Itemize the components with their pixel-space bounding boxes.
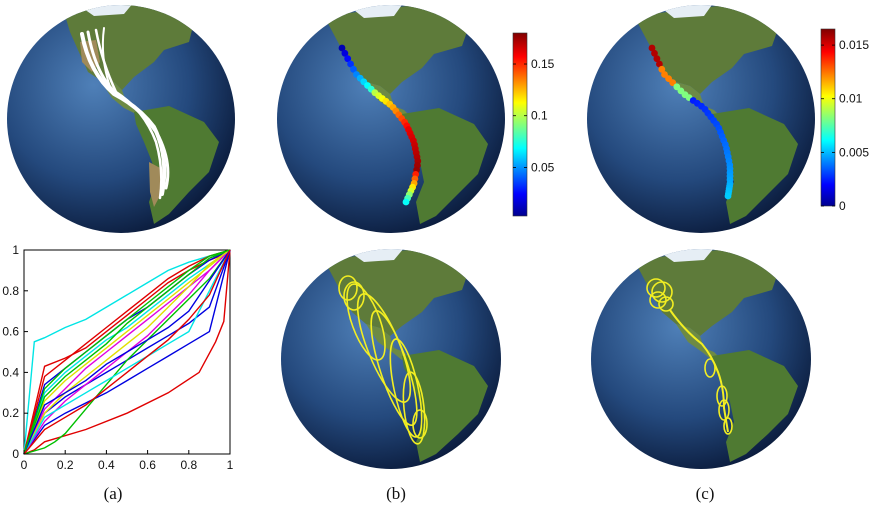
uncertainty-ellipses xyxy=(646,278,733,435)
globe-c-top-svg xyxy=(587,5,815,233)
x-tick-label: 0.6 xyxy=(139,458,156,472)
colorbar-b-ticks: 0.15 0.1 0.05 xyxy=(513,57,555,174)
colorbar-tick-label: 0.15 xyxy=(531,57,555,71)
caption-a: (a) xyxy=(103,484,123,503)
y-tick-label: 1 xyxy=(12,243,19,257)
series-line-8 xyxy=(23,249,231,455)
series-line-2 xyxy=(23,249,231,455)
white-trajectories xyxy=(80,27,170,200)
trajectory-dot xyxy=(347,60,354,68)
x-ticks: 0 0.2 0.4 0.6 0.8 1 xyxy=(21,450,234,472)
series-line-7 xyxy=(23,249,231,455)
colorbar-c-ticks: 0.015 0.01 0.005 0 xyxy=(821,38,869,213)
colorbar-c-gradient xyxy=(820,28,836,207)
trajectory-dot xyxy=(341,49,349,57)
series-line-13 xyxy=(23,249,231,455)
y-tick-label: 0.2 xyxy=(2,406,19,420)
trajectory-dot xyxy=(338,44,346,52)
series-line-17 xyxy=(23,249,231,455)
colorbar-b-svg: 0.15 0.1 0.05 xyxy=(512,32,555,217)
series-line-11 xyxy=(23,249,231,455)
colored-trajectory xyxy=(338,44,422,206)
colorbar-b: 0.15 0.1 0.05 xyxy=(505,28,565,223)
chart-a-svg: 0 0.2 0.4 0.6 0.8 1 0 0.2 0.4 0.6 0.8 1 xyxy=(2,243,234,472)
colorbar-c: 0.015 0.01 0.005 0 xyxy=(815,24,871,214)
globe-c-bottom xyxy=(584,248,818,470)
colorbar-tick-label: 0 xyxy=(839,199,846,213)
y-tick-label: 0.8 xyxy=(2,284,19,298)
colorbar-c-svg: 0.015 0.01 0.005 0 xyxy=(820,28,869,213)
globe-b-top xyxy=(274,2,508,236)
globe-c-bottom-svg xyxy=(591,249,811,469)
y-tick-label: 0 xyxy=(12,447,19,461)
trajectory-dot xyxy=(648,44,656,52)
series-line-14 xyxy=(23,249,231,455)
x-tick-label: 0.4 xyxy=(98,458,115,472)
series-line-3 xyxy=(23,249,231,455)
y-tick-label: 0.4 xyxy=(2,365,19,379)
globe-c-top xyxy=(584,2,818,236)
globe-a-top xyxy=(4,2,238,236)
x-tick-label: 0.2 xyxy=(57,458,74,472)
series-line-6 xyxy=(23,249,231,455)
trajectory-dot xyxy=(656,60,663,68)
globe-b-top-svg xyxy=(277,5,505,233)
x-tick-label: 1 xyxy=(227,458,234,472)
lines-layer xyxy=(23,249,231,455)
y-tick-label: 0.6 xyxy=(2,325,19,339)
y-ticks: 0 0.2 0.4 0.6 0.8 1 xyxy=(2,243,28,461)
caption-b: (b) xyxy=(386,484,406,503)
trajectory-dot xyxy=(724,192,732,200)
globe-b-bottom-svg xyxy=(281,249,501,469)
land-masses xyxy=(634,249,798,462)
colored-trajectory xyxy=(648,44,734,200)
colorbar-tick-label: 0.1 xyxy=(531,109,548,123)
trajectory-dot xyxy=(350,65,357,73)
uncertainty-ellipses xyxy=(338,275,428,445)
colorbar-tick-label: 0.005 xyxy=(839,145,869,159)
globe-a-top-svg xyxy=(7,5,235,233)
x-tick-label: 0.8 xyxy=(180,458,197,472)
trajectory-dot xyxy=(653,55,661,63)
trajectory-dot xyxy=(402,198,410,206)
trajectory-dot xyxy=(658,65,666,73)
colorbar-tick-label: 0.05 xyxy=(531,160,555,174)
globe-b-bottom xyxy=(274,248,508,470)
trajectory-dot xyxy=(651,49,658,57)
series-line-10 xyxy=(23,249,231,455)
chart-a: 0 0.2 0.4 0.6 0.8 1 0 0.2 0.4 0.6 0.8 1 xyxy=(0,240,245,472)
series-line-5 xyxy=(23,249,231,455)
series-line-16 xyxy=(23,249,231,455)
trajectory-dot xyxy=(344,55,352,63)
colorbar-tick-label: 0.01 xyxy=(839,92,863,106)
colorbar-tick-label: 0.015 xyxy=(839,38,869,52)
colorbar-b-gradient xyxy=(512,32,528,217)
series-line-15 xyxy=(23,249,231,455)
x-tick-label: 0 xyxy=(21,458,28,472)
caption-c: (c) xyxy=(695,484,715,503)
